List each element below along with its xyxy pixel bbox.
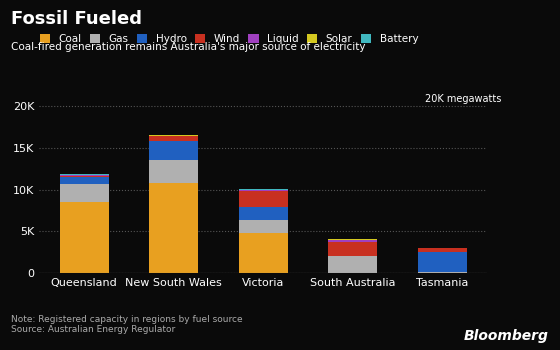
Bar xyxy=(149,183,198,273)
Bar xyxy=(149,136,198,141)
Bar xyxy=(239,190,288,207)
Bar xyxy=(328,239,377,240)
Bar xyxy=(149,135,198,136)
Text: Coal-fired generation remains Australia's major source of electricity: Coal-fired generation remains Australia'… xyxy=(11,42,366,52)
Text: 20K megawatts: 20K megawatts xyxy=(425,94,501,104)
Bar xyxy=(418,252,467,272)
Bar xyxy=(59,175,109,176)
Bar xyxy=(59,177,109,184)
Text: Note: Registered capacity in regions by fuel source
Source: Australian Energy Re: Note: Registered capacity in regions by … xyxy=(11,315,243,334)
Bar xyxy=(239,233,288,273)
Bar xyxy=(328,256,377,273)
Bar xyxy=(239,207,288,220)
Bar xyxy=(418,272,467,273)
Bar xyxy=(418,248,467,252)
Bar xyxy=(59,176,109,177)
Legend: Coal, Gas, Hydro, Wind, Liquid, Solar, Battery: Coal, Gas, Hydro, Wind, Liquid, Solar, B… xyxy=(35,30,422,48)
Bar xyxy=(59,184,109,202)
Bar xyxy=(59,202,109,273)
Text: Bloomberg: Bloomberg xyxy=(464,329,549,343)
Bar xyxy=(239,220,288,233)
Bar xyxy=(328,241,377,256)
Bar xyxy=(328,240,377,241)
Bar xyxy=(149,141,198,160)
Bar xyxy=(149,160,198,183)
Text: Fossil Fueled: Fossil Fueled xyxy=(11,10,142,28)
Bar xyxy=(328,238,377,239)
